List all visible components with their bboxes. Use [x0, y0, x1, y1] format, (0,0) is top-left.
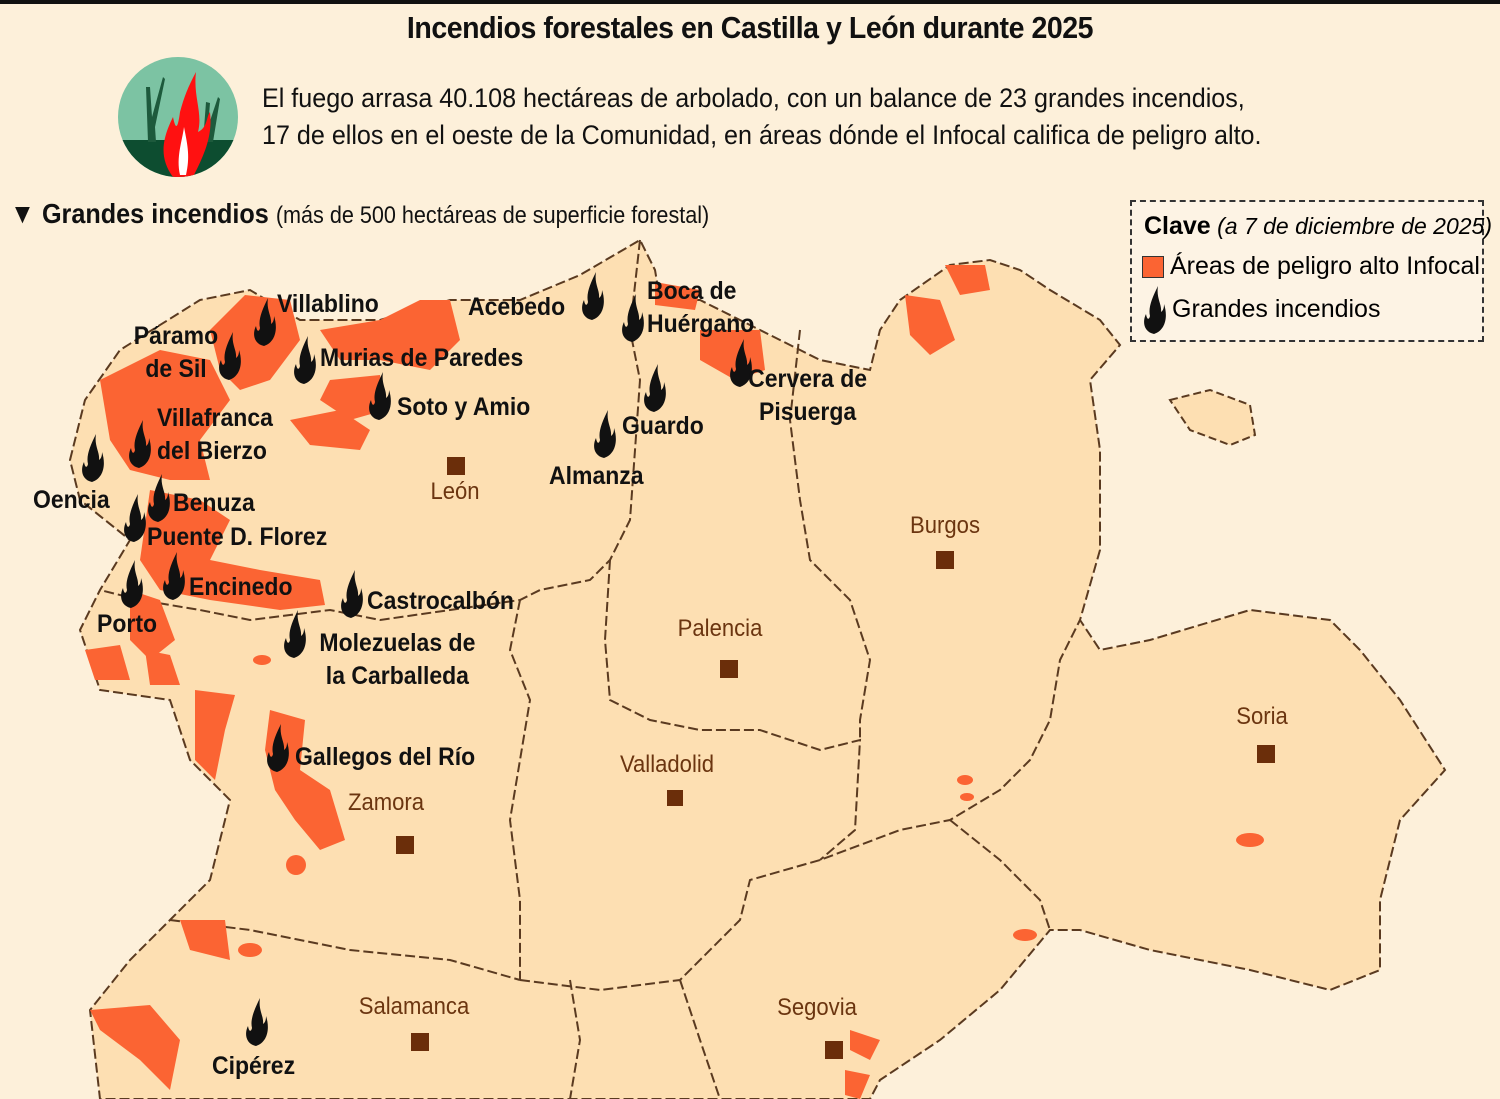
section-subtitle: (más de 500 hectáreas de superficie fore…	[275, 202, 710, 229]
fire-label: Benuza	[173, 489, 255, 517]
summary-line-1: El fuego arrasa 40.108 hectáreas de arbo…	[262, 83, 1245, 113]
fire-label: Puente D. Florez	[147, 523, 328, 551]
section-heading: ▼ Grandes incendios (más de 500 hectárea…	[10, 198, 709, 230]
province-label: Palencia	[677, 615, 763, 642]
fire-label: Cipérez	[212, 1052, 296, 1080]
legend-title-label: Clave	[1144, 212, 1211, 240]
region-outline	[68, 238, 1447, 1099]
danger-areas	[85, 265, 1264, 1099]
fire-label: Cervera de Pisuerga	[748, 365, 868, 426]
fire-label: Encinedo	[189, 573, 293, 601]
capital-markers	[396, 457, 1275, 1059]
legend-label: Áreas de peligro alto Infocal	[1170, 252, 1480, 280]
fire-label: Soto y Amio	[397, 393, 531, 421]
summary-text: El fuego arrasa 40.108 hectáreas de arbo…	[262, 80, 1261, 154]
province-label: León	[430, 478, 480, 505]
fire-label: Oencia	[33, 486, 110, 514]
fire-label: Porto	[97, 610, 158, 638]
fire-label: Almanza	[549, 462, 644, 490]
page-title: Incendios forestales en Castilla y León …	[406, 10, 1094, 45]
legend: Clave (a 7 de diciembre de 2025) Áreas d…	[1130, 200, 1492, 342]
summary-line-2: 17 de ellos en el oeste de la Comunidad,…	[262, 120, 1262, 150]
legend-label: Grandes incendios	[1172, 294, 1381, 323]
province-label: Segovia	[777, 994, 857, 1021]
province-label: Soria	[1236, 703, 1288, 730]
province-label: Valladolid	[619, 751, 715, 778]
top-rule	[0, 0, 1500, 4]
fire-label: Castrocalbón	[367, 587, 514, 615]
fire-label: Acebedo	[468, 293, 566, 321]
legend-date: (a 7 de diciembre de 2025)	[1217, 213, 1492, 239]
province-label: Salamanca	[358, 993, 470, 1020]
fire-label: Boca de Huérgano	[647, 277, 755, 338]
triangle-icon: ▼	[10, 198, 35, 229]
fire-label: Gallegos del Río	[295, 743, 476, 771]
legend-item-danger: Áreas de peligro alto Infocal	[1142, 252, 1480, 281]
province-label: Burgos	[910, 512, 980, 539]
orange-square-icon	[1142, 255, 1164, 278]
fire-label: Guardo	[622, 412, 704, 440]
province-label: Zamora	[347, 789, 425, 816]
forest-fire-emblem-icon	[118, 57, 238, 177]
legend-title: Clave (a 7 de diciembre de 2025)	[1144, 212, 1492, 241]
fire-label: Villablino	[277, 290, 379, 318]
fire-label: Villafranca del Bierzo	[157, 404, 273, 465]
section-title: Grandes incendios	[41, 198, 269, 229]
province-boundaries	[99, 239, 1081, 1099]
fire-label: Murias de Paredes	[320, 344, 524, 372]
fire-label: Páramo de Sil	[133, 322, 219, 383]
fire-label: Molezuelas de la Carballeda	[319, 629, 476, 690]
flame-icon	[1144, 286, 1166, 334]
legend-item-fires: Grandes incendios	[1142, 284, 1380, 334]
